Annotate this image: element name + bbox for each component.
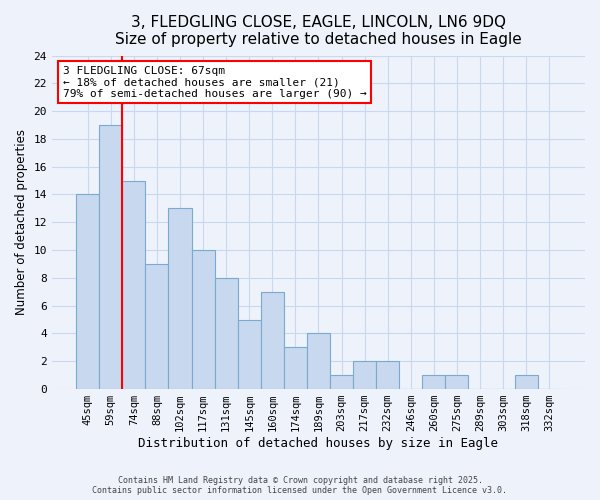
Text: Contains HM Land Registry data © Crown copyright and database right 2025.
Contai: Contains HM Land Registry data © Crown c… xyxy=(92,476,508,495)
Y-axis label: Number of detached properties: Number of detached properties xyxy=(15,130,28,316)
Bar xyxy=(122,180,145,389)
Bar xyxy=(238,320,261,389)
Bar xyxy=(215,278,238,389)
Bar xyxy=(261,292,284,389)
Bar xyxy=(191,250,215,389)
Bar xyxy=(445,375,469,389)
Bar xyxy=(422,375,445,389)
Bar xyxy=(76,194,99,389)
Title: 3, FLEDGLING CLOSE, EAGLE, LINCOLN, LN6 9DQ
Size of property relative to detache: 3, FLEDGLING CLOSE, EAGLE, LINCOLN, LN6 … xyxy=(115,15,522,48)
Bar xyxy=(284,348,307,389)
X-axis label: Distribution of detached houses by size in Eagle: Distribution of detached houses by size … xyxy=(139,437,499,450)
Bar xyxy=(353,362,376,389)
Bar xyxy=(330,375,353,389)
Bar xyxy=(99,125,122,389)
Bar xyxy=(169,208,191,389)
Bar xyxy=(515,375,538,389)
Bar xyxy=(307,334,330,389)
Bar xyxy=(376,362,399,389)
Text: 3 FLEDGLING CLOSE: 67sqm
← 18% of detached houses are smaller (21)
79% of semi-d: 3 FLEDGLING CLOSE: 67sqm ← 18% of detach… xyxy=(62,66,367,98)
Bar xyxy=(145,264,169,389)
